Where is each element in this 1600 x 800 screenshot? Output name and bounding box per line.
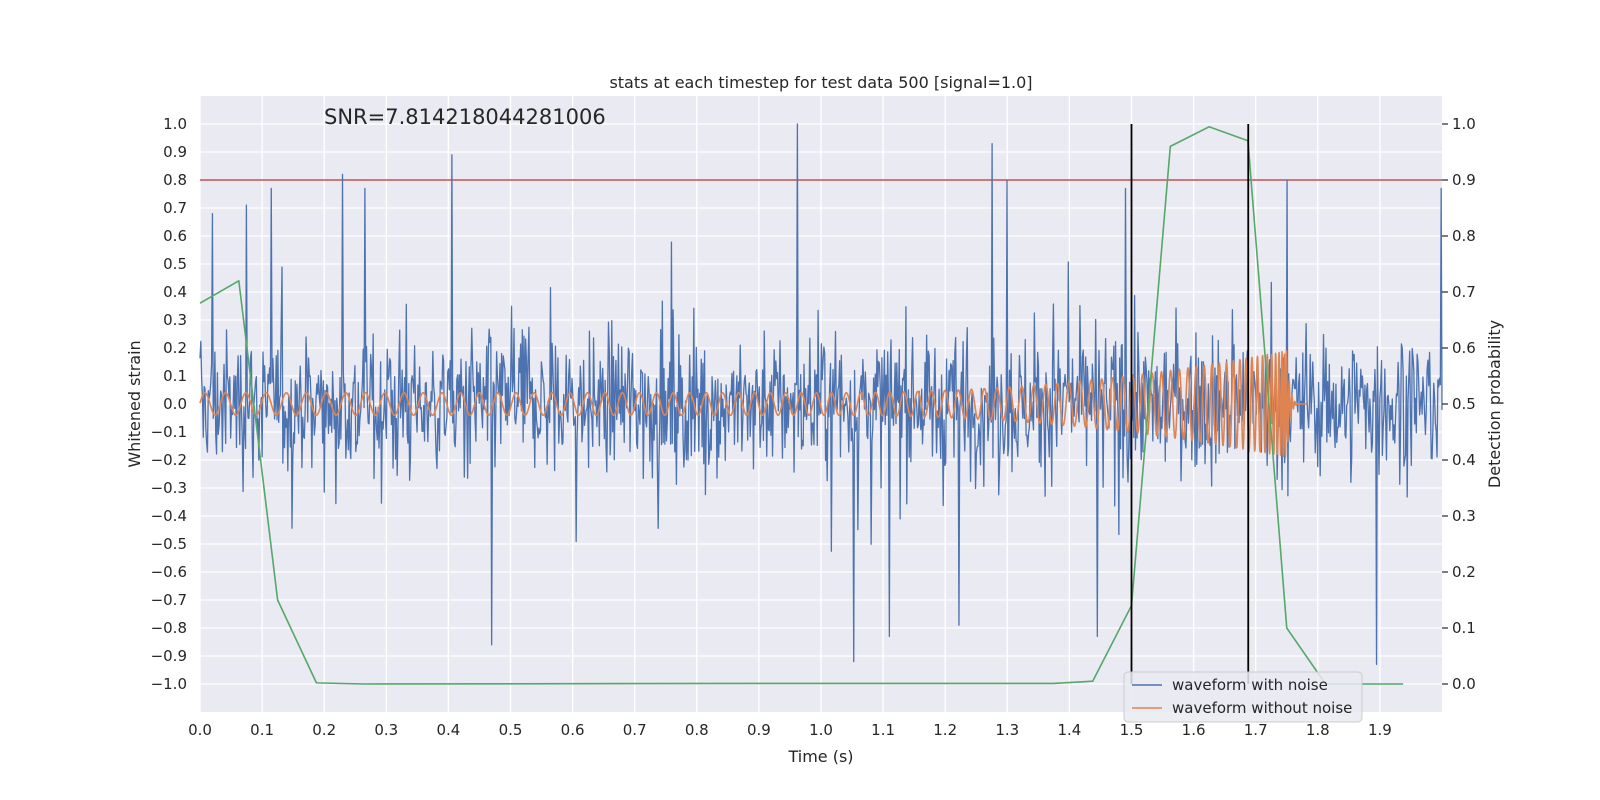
x-tick-label: 0.8	[685, 721, 709, 739]
y-left-tick-label: 0.4	[163, 283, 187, 301]
y-right-tick-label: 0.2	[1452, 563, 1476, 581]
y-axis-right-label: Detection probability	[1485, 320, 1504, 488]
chart-title: stats at each timestep for test data 500…	[609, 73, 1032, 92]
x-tick-label: 1.4	[1057, 721, 1081, 739]
y-left-tick-label: 0.1	[163, 367, 187, 385]
x-tick-label: 1.8	[1306, 721, 1330, 739]
x-tick-label: 0.0	[188, 721, 212, 739]
y-left-tick-label: −0.3	[151, 479, 187, 497]
y-right-tick-labels: 1.0 0.9 0.8 0.7 0.6 0.5 0.4 0.3 0.2 0.1 0.0	[1442, 115, 1476, 693]
x-tick-label: 0.5	[499, 721, 523, 739]
y-right-tick-label: 1.0	[1452, 115, 1476, 133]
y-left-tick-label: 0.6	[163, 227, 187, 245]
y-right-tick-label: 0.0	[1452, 675, 1476, 693]
y-right-tick-label: 0.8	[1452, 227, 1476, 245]
x-tick-label: 0.1	[250, 721, 274, 739]
x-tick-label: 0.9	[747, 721, 771, 739]
y-right-tick-label: 0.5	[1452, 395, 1476, 413]
x-tick-label: 1.7	[1244, 721, 1268, 739]
y-left-tick-label: 1.0	[163, 115, 187, 133]
series-layer	[199, 123, 1443, 685]
x-tick-label: 1.9	[1368, 721, 1392, 739]
y-left-tick-label: 0.0	[163, 395, 187, 413]
x-tick-label: 1.3	[995, 721, 1019, 739]
y-right-tick-label: 0.4	[1452, 451, 1476, 469]
x-tick-labels: 0.0 0.1 0.2 0.3 0.4 0.5 0.6 0.7 0.8 0.9 1.0 1.1 1.2 1…	[188, 721, 1392, 739]
x-tick-label: 0.2	[312, 721, 336, 739]
legend-label-waveform-without-noise: waveform without noise	[1172, 699, 1352, 717]
series-line-waveform-with-noise	[199, 123, 1443, 666]
y-left-tick-label: −0.5	[151, 535, 187, 553]
y-left-tick-labels: 1.0 0.9 0.8 0.7 0.6 0.5 0.4 0.3 0.2 0.1 0.0 −0.1 −0.…	[151, 115, 187, 693]
y-left-tick-label: 0.8	[163, 171, 187, 189]
vertical-marker-layer	[1130, 124, 1250, 684]
y-left-tick-label: 0.5	[163, 255, 187, 273]
y-right-tick-label: 0.3	[1452, 507, 1476, 525]
x-tick-label: 1.1	[871, 721, 895, 739]
x-axis-label: Time (s)	[787, 747, 853, 766]
x-tick-label: 0.6	[561, 721, 585, 739]
series-line-detection-probability	[199, 126, 1404, 685]
y-left-tick-label: −0.2	[151, 451, 187, 469]
legend-box	[1123, 671, 1363, 723]
y-left-tick-label: −0.6	[151, 563, 187, 581]
y-left-tick-label: −0.8	[151, 619, 187, 637]
x-tick-label: 1.5	[1120, 721, 1144, 739]
y-left-tick-label: −1.0	[151, 675, 187, 693]
y-left-tick-label: −0.7	[151, 591, 187, 609]
y-left-tick-label: −0.4	[151, 507, 187, 525]
x-tick-label: 0.4	[436, 721, 460, 739]
snr-annotation: SNR=7.814218044281006	[324, 105, 606, 129]
legend: waveform with noise waveform without noi…	[1123, 671, 1363, 723]
series-line-waveform-without-noise	[199, 350, 1307, 458]
y-left-tick-label: 0.9	[163, 143, 187, 161]
y-left-tick-label: 0.7	[163, 199, 187, 217]
y-left-tick-label: 0.2	[163, 339, 187, 357]
y-axis-left-label: Whitened strain	[125, 340, 144, 467]
x-tick-label: 1.0	[809, 721, 833, 739]
y-right-tick-label: 0.9	[1452, 171, 1476, 189]
y-right-tick-label: 0.6	[1452, 339, 1476, 357]
x-tick-label: 0.7	[623, 721, 647, 739]
legend-label-waveform-with-noise: waveform with noise	[1172, 676, 1328, 694]
y-left-tick-label: −0.1	[151, 423, 187, 441]
x-tick-label: 1.2	[933, 721, 957, 739]
y-left-tick-label: −0.9	[151, 647, 187, 665]
y-right-tick-label: 0.1	[1452, 619, 1476, 637]
x-tick-label: 0.3	[374, 721, 398, 739]
x-tick-label: 1.6	[1182, 721, 1206, 739]
y-left-tick-label: 0.3	[163, 311, 187, 329]
y-right-tick-label: 0.7	[1452, 283, 1476, 301]
